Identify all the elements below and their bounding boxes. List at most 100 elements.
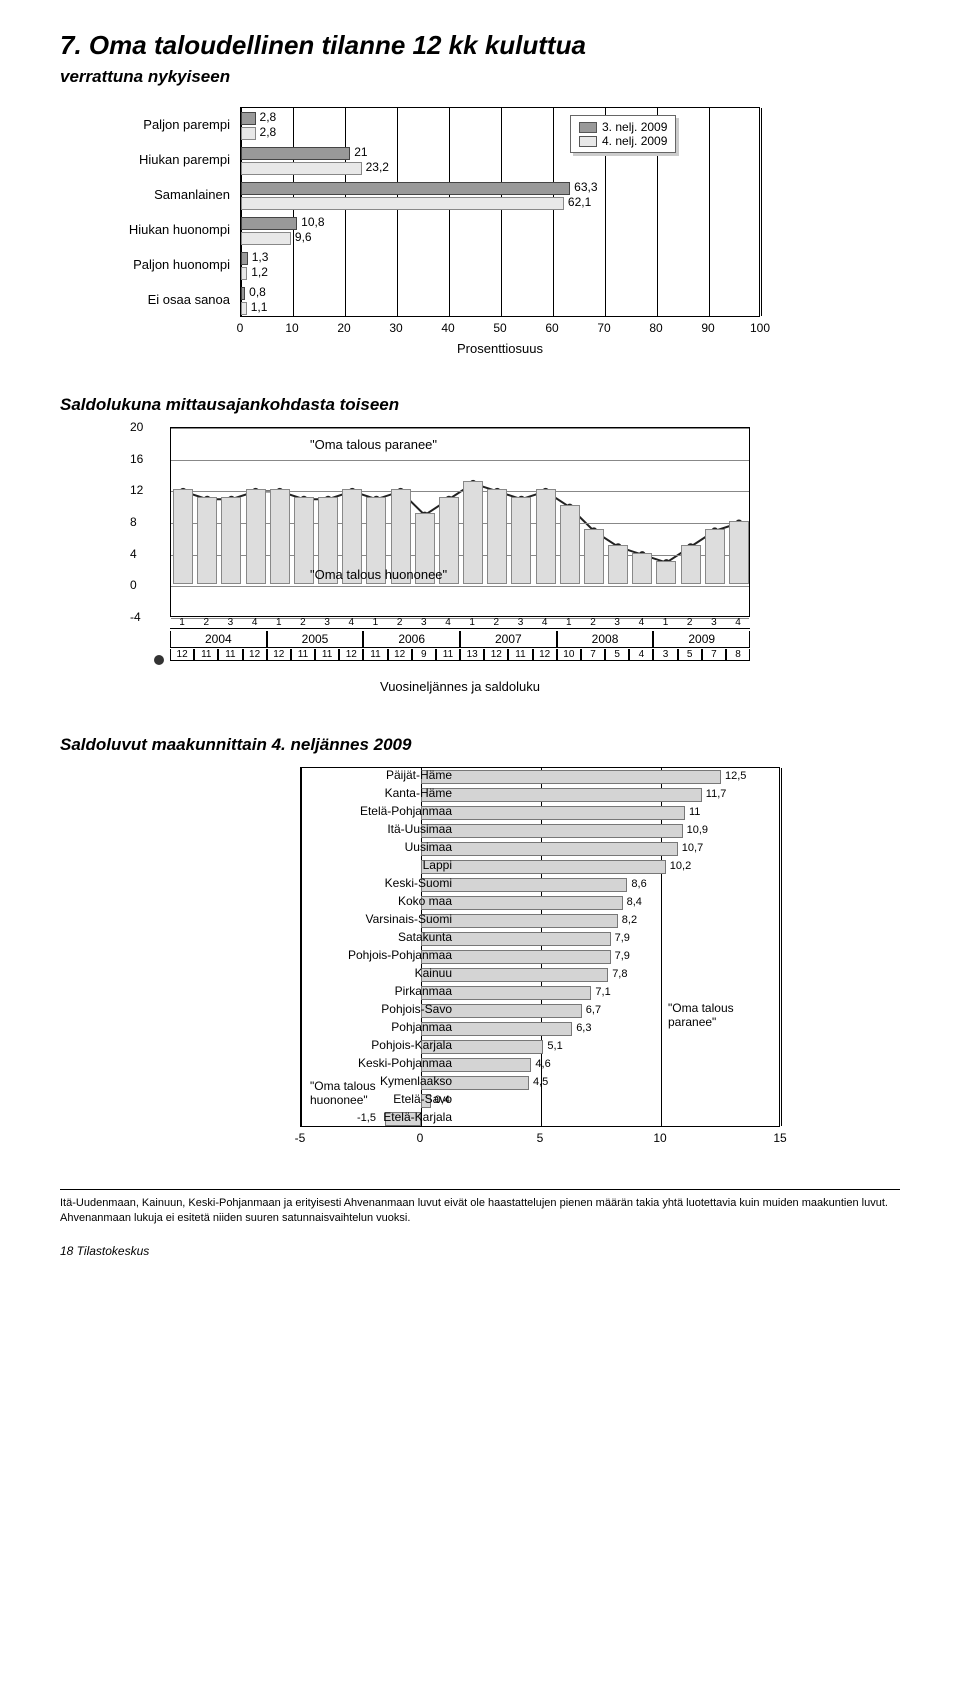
chart3-bar <box>421 788 702 802</box>
footnote: Itä-Uudenmaan, Kainuun, Keski-Pohjanmaan… <box>60 1189 900 1226</box>
chart1-xtick: 100 <box>750 321 770 335</box>
chart3-region-label: Pohjois-Savo <box>302 1002 452 1016</box>
chart1-xtick: 10 <box>285 321 298 335</box>
chart3-region-label: Kanta-Häme <box>302 786 452 800</box>
chart2-bar <box>729 521 749 584</box>
chart2-line: Vuosineljännes ja saldoluku -4048121620"… <box>130 427 770 707</box>
chart2-title: Saldolukuna mittausajankohdasta toiseen <box>60 395 900 415</box>
chart3-xtick: 5 <box>537 1131 544 1145</box>
chart3-region-label: Keski-Pohjanmaa <box>302 1056 452 1070</box>
legend-item: 3. nelj. 2009 <box>602 120 667 134</box>
chart3-xtick: 0 <box>417 1131 424 1145</box>
chart3-bar-value: 10,2 <box>670 860 691 872</box>
chart3-bar-value: 11,7 <box>706 788 727 800</box>
chart3-bar-value: 6,7 <box>586 1004 601 1016</box>
chart1-xtick: 50 <box>493 321 506 335</box>
chart1-category-label: Hiukan huonompi <box>60 222 230 237</box>
chart2-bar <box>608 545 628 585</box>
chart1-category-label: Samanlainen <box>60 187 230 202</box>
chart3-region-label: Lappi <box>302 858 452 872</box>
chart3-bar-value: 7,8 <box>612 968 627 980</box>
chart3-note-right: "Oma talous paranee" <box>668 1001 758 1029</box>
chart2-ytick: 16 <box>130 452 222 466</box>
chart2-ytick: 20 <box>130 420 222 434</box>
chart2-plot <box>170 427 750 617</box>
chart3-bar-value: 6,3 <box>576 1022 591 1034</box>
chart1-bar <box>241 127 256 140</box>
page-subtitle: verrattuna nykyiseen <box>60 67 900 87</box>
chart1-xtick: 20 <box>337 321 350 335</box>
chart3-region-label: Päijät-Häme <box>302 768 452 782</box>
chart3-bar-value: 8,6 <box>631 878 646 890</box>
chart2-ytick: 0 <box>130 578 222 592</box>
chart1-bar <box>241 252 248 265</box>
chart3-xtick: 10 <box>653 1131 666 1145</box>
chart1-bar-value: 63,3 <box>574 180 597 194</box>
chart2-bar <box>705 529 725 584</box>
chart1-xtick: 0 <box>237 321 244 335</box>
chart2-bar <box>246 489 266 584</box>
chart2-bar <box>197 497 217 584</box>
chart3-bar <box>421 806 685 820</box>
page-title-text: Oma taloudellinen tilanne 12 kk kuluttua <box>89 30 586 60</box>
chart2-ytick: 8 <box>130 515 222 529</box>
chart1-bar-value: 2,8 <box>260 110 277 124</box>
chart3-region-bar: 12,511,71110,910,710,28,68,48,27,97,97,8… <box>170 767 810 1167</box>
chart3-region-label: Pohjanmaa <box>302 1020 452 1034</box>
chart1-bar-value: 1,2 <box>251 265 268 279</box>
chart3-region-label: Satakunta <box>302 930 452 944</box>
page-title: 7. Oma taloudellinen tilanne 12 kk kulut… <box>60 30 900 61</box>
chart2-bar <box>221 497 241 584</box>
chart1-bar <box>241 182 570 195</box>
chart3-bar-value: 10,7 <box>682 842 703 854</box>
chart1-bar <box>241 162 362 175</box>
chart3-xtick: -5 <box>295 1131 306 1145</box>
chart2-bar <box>656 561 676 585</box>
chart1-bar <box>241 112 256 125</box>
chart3-title: Saldoluvut maakunnittain 4. neljännes 20… <box>60 735 900 755</box>
chart3-bar-value: 8,4 <box>627 896 642 908</box>
chart3-bar-value: 7,1 <box>595 986 610 998</box>
chart2-bar <box>511 497 531 584</box>
chart2-bar <box>536 489 556 584</box>
chart3-bar-value: 10,9 <box>687 824 708 836</box>
chart1-bar <box>241 217 297 230</box>
chart1-xtick: 30 <box>389 321 402 335</box>
chart1-plot: 2,82,82123,263,362,110,89,61,31,20,81,1 <box>240 107 760 317</box>
chart1-bar <box>241 267 247 280</box>
chart1-xlabel: Prosenttiosuus <box>240 341 760 356</box>
chart2-bar <box>584 529 604 584</box>
chart1-bar-value: 1,3 <box>252 250 269 264</box>
chart3-bar <box>421 824 683 838</box>
chart2-bar <box>487 489 507 584</box>
chart3-bar <box>421 770 721 784</box>
chart2-bar <box>463 481 483 584</box>
chart1-bar <box>241 197 564 210</box>
chart1-bar-value: 9,6 <box>295 230 312 244</box>
chart3-region-label: Itä-Uusimaa <box>302 822 452 836</box>
chart3-note-left: "Oma talous huononee" <box>310 1079 410 1107</box>
chart1-xtick: 60 <box>545 321 558 335</box>
chart3-bar-value: 4,5 <box>533 1076 548 1088</box>
chart3-region-label: Etelä-Pohjanmaa <box>302 804 452 818</box>
chart3-region-label: Keski-Suomi <box>302 876 452 890</box>
chart1-category-label: Paljon parempi <box>60 117 230 132</box>
chart1-bar-value: 10,8 <box>301 215 324 229</box>
chart3-bar <box>421 842 678 856</box>
chart2-annotation: "Oma talous paranee" <box>310 437 437 452</box>
chart2-ytick: 12 <box>130 483 222 497</box>
chart3-region-label: Pohjois-Pohjanmaa <box>302 948 452 962</box>
chart1-xtick: 90 <box>701 321 714 335</box>
chart3-xtick: 15 <box>773 1131 786 1145</box>
chart2-bar <box>632 553 652 585</box>
chart1-bar <box>241 147 350 160</box>
chart3-bar-value: 11 <box>689 806 700 818</box>
chart2-bar <box>270 489 290 584</box>
chart1-category-label: Ei osaa sanoa <box>60 292 230 307</box>
legend-item: 4. nelj. 2009 <box>602 134 667 148</box>
chart1-bar <box>241 232 291 245</box>
chart3-plot: 12,511,71110,910,710,28,68,48,27,97,97,8… <box>300 767 780 1127</box>
chart1-bar-value: 2,8 <box>260 125 277 139</box>
chart3-bar-value: 8,2 <box>622 914 637 926</box>
chart1-bar-value: 0,8 <box>249 285 266 299</box>
